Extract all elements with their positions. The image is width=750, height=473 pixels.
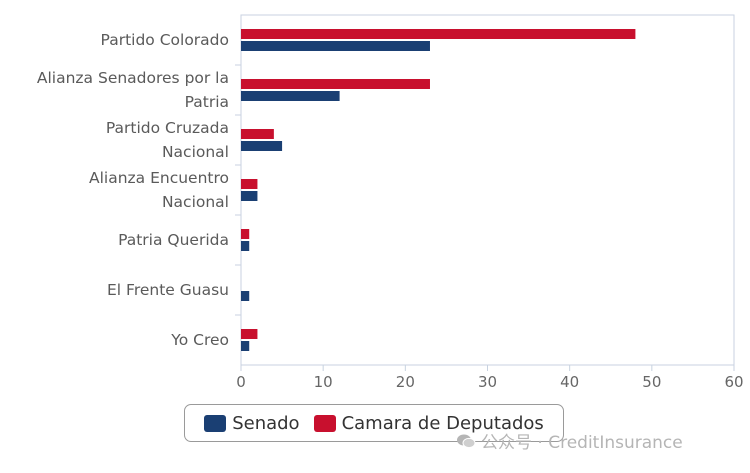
category-label: Yo Creo — [170, 331, 229, 349]
bar-senado — [241, 241, 250, 251]
category-label: Alianza Senadores por la — [37, 69, 229, 87]
legend-label-camara: Camara de Deputados — [341, 412, 544, 434]
bar-camara — [241, 329, 258, 339]
bar-camara — [241, 29, 636, 39]
x-tick-label: 60 — [724, 373, 743, 391]
bar-senado — [241, 91, 340, 101]
bar-senado — [241, 41, 430, 51]
x-tick-label: 30 — [478, 373, 497, 391]
x-tick-label: 0 — [236, 373, 246, 391]
plot-area — [240, 14, 735, 366]
bar-senado — [241, 141, 283, 151]
category-label: Nacional — [162, 143, 229, 161]
legend-swatch-camara — [313, 414, 336, 432]
category-label: Patria Querida — [118, 231, 229, 249]
category-label: Alianza Encuentro — [89, 169, 229, 187]
x-tick-label: 20 — [396, 373, 415, 391]
x-tick-label: 50 — [642, 373, 661, 391]
bar-senado — [241, 291, 250, 301]
bar-camara — [241, 229, 250, 239]
legend-label-senado: Senado — [232, 412, 300, 434]
category-label: Nacional — [162, 193, 229, 211]
bar-camara — [241, 79, 430, 89]
watermark-text: 公众号 · CreditInsurance — [481, 433, 683, 453]
bar-senado — [241, 341, 250, 351]
x-tick-label: 10 — [314, 373, 333, 391]
category-label: Partido Cruzada — [106, 119, 229, 137]
bar-camara — [241, 129, 274, 139]
category-label: Patria — [185, 93, 229, 111]
wechat-icon — [457, 434, 476, 448]
legend-item-camara[interactable]: Camara de Deputados — [313, 412, 544, 434]
x-tick-label: 40 — [560, 373, 579, 391]
legend-swatch-senado — [204, 414, 227, 432]
category-label: El Frente Guasu — [107, 281, 229, 299]
bar-camara — [241, 179, 258, 189]
category-label: Partido Colorado — [101, 31, 229, 49]
legend: Senado Camara de Deputados — [184, 404, 564, 442]
watermark: 公众号 · CreditInsurance — [456, 428, 683, 453]
bar-senado — [241, 191, 258, 201]
legend-item-senado[interactable]: Senado — [204, 412, 300, 434]
